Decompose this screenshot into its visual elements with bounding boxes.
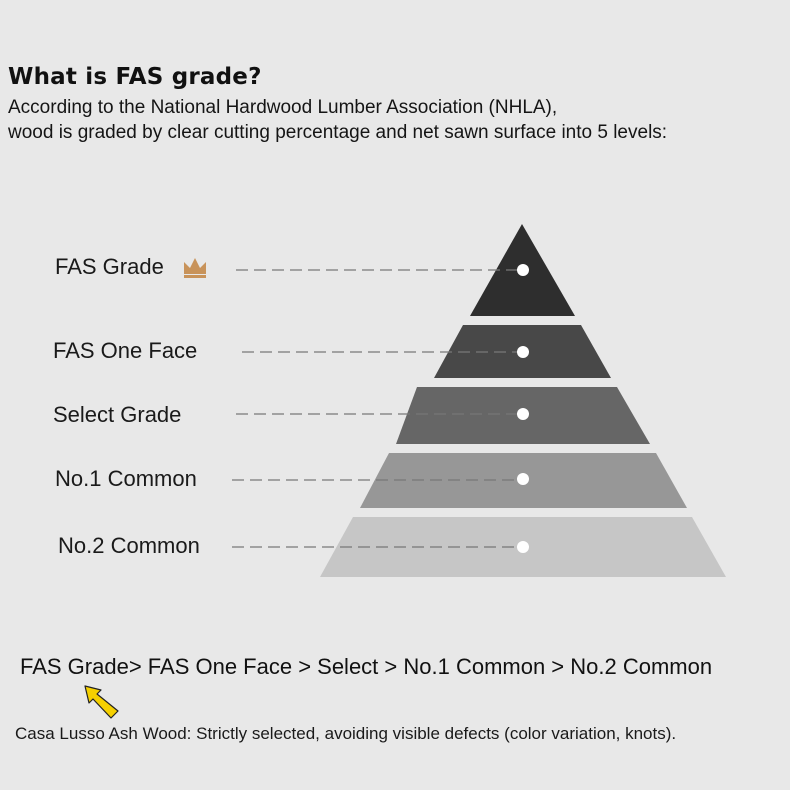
level-label-fas-grade: FAS Grade — [55, 254, 164, 279]
footer-note: Casa Lusso Ash Wood: Strictly selected, … — [15, 724, 677, 743]
level-label-no1-common: No.1 Common — [55, 466, 197, 491]
grade-order-text: FAS Grade> FAS One Face > Select > No.1 … — [20, 654, 713, 679]
subtitle-line-1: According to the National Hardwood Lumbe… — [8, 97, 558, 118]
level-label-no2-common: No.2 Common — [58, 533, 200, 558]
page-title: What is FAS grade? — [8, 64, 262, 90]
level-label-select-grade: Select Grade — [53, 402, 182, 427]
tier-dot-5 — [517, 541, 529, 553]
level-label-fas-one-face: FAS One Face — [53, 338, 198, 363]
crown-icon — [184, 258, 206, 278]
tier-dot-1 — [517, 264, 529, 276]
tier-dot-2 — [517, 346, 529, 358]
subtitle-line-2: wood is graded by clear cutting percenta… — [8, 122, 668, 143]
tier-dot-4 — [517, 473, 529, 485]
tier-dot-3 — [517, 408, 529, 420]
mouse-pointer-icon — [84, 685, 119, 719]
